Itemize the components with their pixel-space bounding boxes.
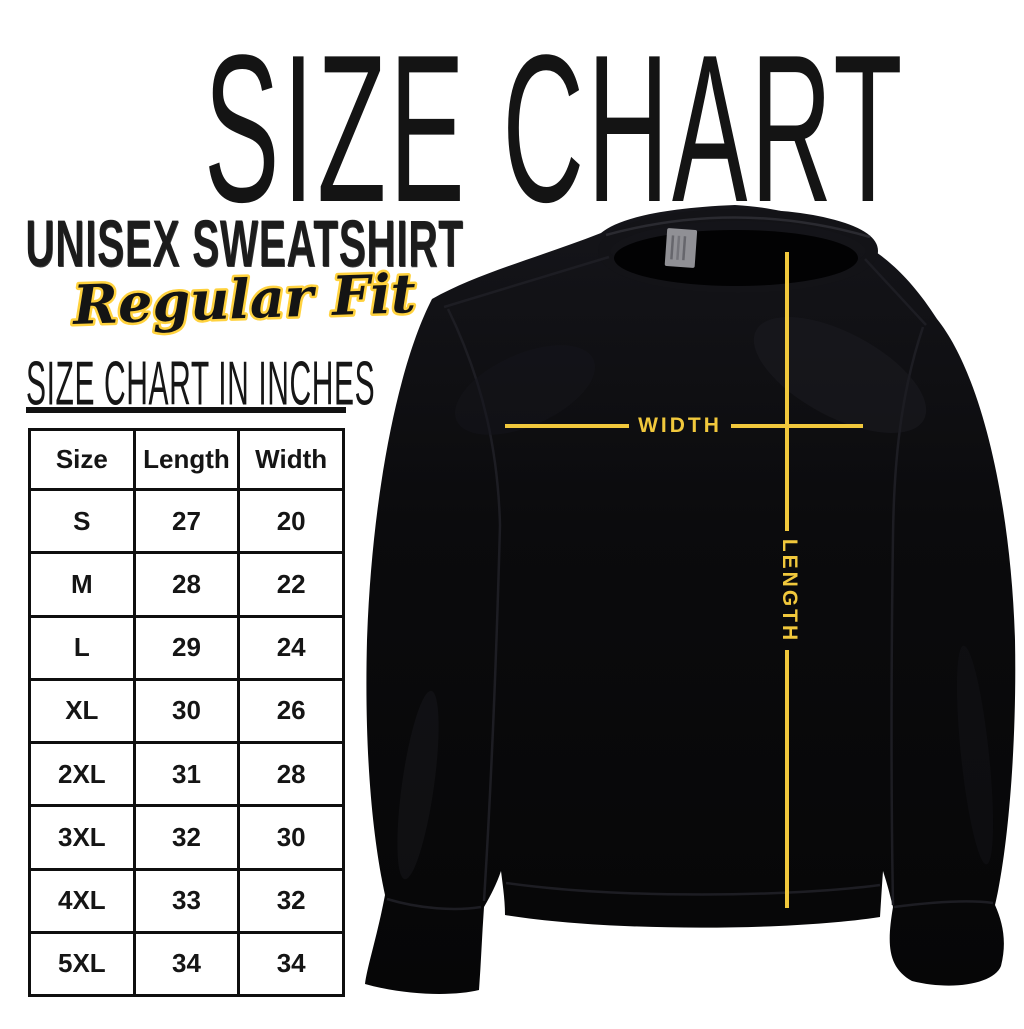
col-header-length: Length: [132, 428, 241, 491]
table-heading: SIZE CHART IN INCHES: [26, 348, 376, 419]
table-row: 2XL 31 28: [28, 740, 345, 808]
garment-seams: [386, 255, 994, 911]
length-cell: 34: [132, 930, 241, 998]
width-cell: 30: [237, 804, 345, 871]
sweatshirt-graphic: [365, 205, 1016, 994]
size-cell: L: [28, 614, 136, 681]
fabric-highlights: [397, 316, 994, 880]
length-cell: 31: [132, 740, 241, 808]
table-row: 4XL 33 32: [28, 867, 345, 934]
size-cell: M: [28, 551, 136, 618]
table-row: L 29 24: [28, 614, 345, 681]
size-cell: S: [28, 487, 136, 555]
collar-ridge-highlight: [605, 216, 871, 239]
col-header-width: Width: [237, 428, 345, 491]
table-row: Size Length Width: [28, 428, 345, 491]
fit-style-text: Regular Fit: [70, 259, 419, 340]
width-cell: 28: [237, 740, 345, 808]
size-cell: 4XL: [28, 867, 136, 934]
length-line-top-segment: [785, 252, 789, 531]
length-cell: 32: [132, 804, 241, 871]
size-cell: 3XL: [28, 804, 136, 871]
size-table-body: S 27 20 M 28 22 L 29 24 XL 30 26 2XL 31: [28, 487, 345, 998]
product-name: UNISEX SWEATSHIRT: [25, 206, 464, 280]
neck-tag-icon: [664, 228, 698, 268]
size-table-header: Size Length Width: [28, 428, 345, 491]
length-cell: 33: [132, 867, 241, 934]
table-row: M 28 22: [28, 551, 345, 618]
width-cell: 34: [237, 930, 345, 998]
sweatshirt-silhouette: [365, 205, 1016, 994]
width-cell: 26: [237, 677, 345, 745]
table-row: 5XL 34 34: [28, 930, 345, 998]
col-header-size: Size: [28, 428, 136, 491]
length-cell: 27: [132, 487, 241, 555]
width-line-right-segment: [731, 424, 863, 428]
size-table: Size Length Width S 27 20 M 28 22 L 29 2…: [28, 428, 345, 998]
table-row: XL 30 26: [28, 677, 345, 745]
heading-underline: [26, 407, 346, 413]
length-cell: 28: [132, 551, 241, 618]
length-cell: 30: [132, 677, 241, 745]
width-cell: 32: [237, 867, 345, 934]
width-line-left-segment: [505, 424, 629, 428]
width-label: WIDTH: [638, 414, 722, 437]
width-cell: 20: [237, 487, 345, 555]
neck-opening: [614, 230, 858, 286]
size-cell: XL: [28, 677, 136, 745]
size-cell: 5XL: [28, 930, 136, 998]
width-cell: 24: [237, 614, 345, 681]
length-line-bottom-segment: [785, 650, 789, 908]
size-cell: 2XL: [28, 740, 136, 808]
table-row: S 27 20: [28, 487, 345, 555]
table-row: 3XL 32 30: [28, 804, 345, 871]
fit-style-label: Regular Fit: [70, 261, 417, 337]
page-title: SIZE CHART: [204, 11, 906, 246]
sweatshirt-mockup: [360, 195, 1024, 1024]
length-label: LENGTH: [778, 538, 801, 644]
width-cell: 22: [237, 551, 345, 618]
collar-band: [598, 209, 878, 293]
length-cell: 29: [132, 614, 241, 681]
